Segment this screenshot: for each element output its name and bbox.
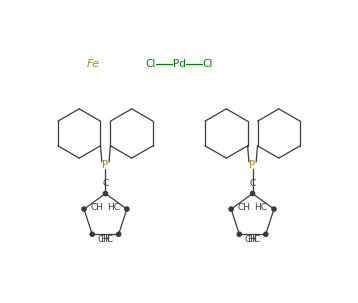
- Circle shape: [117, 232, 121, 236]
- Text: Cl: Cl: [202, 59, 213, 69]
- Circle shape: [103, 191, 107, 196]
- Circle shape: [90, 232, 94, 236]
- Text: Pd: Pd: [173, 59, 185, 69]
- Text: HC: HC: [100, 235, 113, 244]
- Circle shape: [82, 207, 86, 211]
- Text: CH: CH: [91, 203, 103, 212]
- Text: CH: CH: [98, 235, 111, 244]
- Circle shape: [125, 207, 129, 211]
- Text: HC: HC: [247, 235, 260, 244]
- Circle shape: [237, 232, 241, 236]
- Text: HC: HC: [255, 203, 267, 212]
- Text: CH: CH: [245, 235, 258, 244]
- Circle shape: [229, 207, 233, 211]
- Circle shape: [251, 191, 255, 196]
- Text: C: C: [250, 178, 256, 188]
- Text: C: C: [102, 178, 108, 188]
- Circle shape: [264, 232, 268, 236]
- Circle shape: [272, 207, 276, 211]
- Text: P: P: [102, 160, 108, 170]
- Text: Fe: Fe: [87, 59, 100, 69]
- Text: Cl: Cl: [145, 59, 156, 69]
- Text: HC: HC: [107, 203, 120, 212]
- Text: CH: CH: [238, 203, 251, 212]
- Text: P: P: [250, 160, 256, 170]
